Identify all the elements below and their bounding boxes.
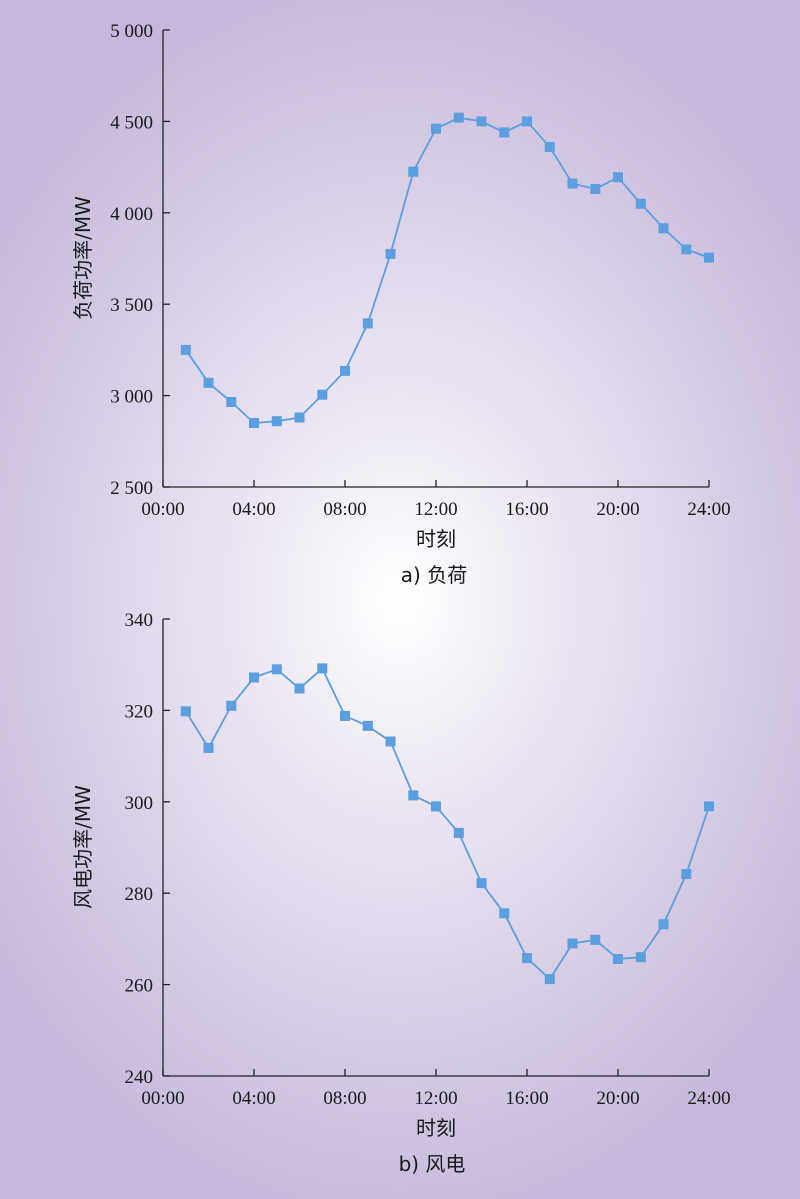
wind-y-ticks: 240 260 280 300 320 340 [125, 610, 170, 1088]
wind-data-point [203, 742, 214, 753]
load-y-tick-label: 3 000 [110, 387, 153, 408]
load-series-line [185, 116, 710, 424]
wind-data-point [408, 790, 419, 801]
load-x-axis-title: 时刻 [416, 527, 456, 551]
load-data-point [226, 397, 237, 407]
load-data-point [635, 198, 646, 209]
load-data-point [567, 178, 578, 189]
load-x-tick-label: 20:00 [596, 499, 639, 520]
load-x-ticks: 00:00 04:00 08:00 12:00 16:00 20:00 24:00 [141, 480, 731, 520]
load-y-tick-label: 4 500 [110, 112, 153, 133]
wind-data-point [681, 869, 692, 879]
load-y-ticks: 2 500 3 000 3 500 4 000 4 500 5 000 [110, 21, 170, 499]
wind-x-tick-label: 16:00 [505, 1088, 548, 1109]
wind-data-point [431, 801, 441, 812]
wind-series-line [185, 666, 710, 981]
wind-x-axis-title: 时刻 [416, 1116, 456, 1140]
wind-data-point [522, 953, 532, 964]
wind-x-tick-label: 24:00 [687, 1088, 730, 1109]
load-data-point [385, 248, 396, 259]
wind-data-point [340, 710, 350, 721]
load-data-point [180, 344, 191, 355]
load-x-tick-label: 08:00 [323, 499, 366, 520]
load-data-point [704, 252, 714, 263]
wind-y-tick-label: 320 [125, 701, 154, 722]
load-data-point [453, 112, 464, 123]
load-x-tick-label: 00:00 [141, 499, 184, 520]
wind-x-tick-label: 12:00 [414, 1088, 457, 1109]
load-x-tick-label: 04:00 [232, 499, 275, 520]
wind-y-tick-label: 300 [125, 793, 154, 814]
load-y-tick-label: 4 000 [110, 204, 153, 225]
load-data-point [362, 318, 373, 329]
wind-x-tick-label: 04:00 [232, 1088, 275, 1109]
wind-data-point [271, 664, 282, 675]
wind-data-point [385, 736, 396, 747]
wind-data-point [476, 878, 487, 889]
wind-data-point [613, 954, 623, 964]
load-y-tick-label: 2 500 [110, 478, 153, 499]
load-x-tick-label: 16:00 [505, 499, 548, 520]
load-x-tick-label: 12:00 [414, 499, 457, 520]
load-y-tick-label: 3 500 [110, 295, 153, 316]
wind-data-point [704, 801, 714, 812]
load-data-point [431, 123, 441, 134]
load-data-point [249, 418, 259, 428]
wind-data-point [180, 706, 191, 717]
load-data-point [340, 365, 350, 376]
wind-x-tick-label: 20:00 [596, 1088, 639, 1109]
wind-y-tick-label: 340 [125, 610, 154, 631]
load-x-tick-label: 24:00 [687, 499, 730, 520]
load-data-point [408, 166, 419, 177]
load-data-point [658, 223, 669, 234]
load-y-axis-title: 负荷功率/MW [71, 196, 95, 320]
wind-caption: b) 风电 [399, 1152, 466, 1176]
load-data-point [476, 116, 487, 127]
wind-data-point [544, 974, 555, 985]
wind-data-point [590, 934, 601, 945]
wind-y-tick-label: 240 [125, 1067, 154, 1088]
wind-data-point [294, 683, 305, 694]
load-series-markers [180, 112, 714, 428]
wind-x-tick-label: 08:00 [323, 1088, 366, 1109]
load-data-point [294, 412, 305, 423]
wind-data-point [635, 952, 646, 963]
wind-y-tick-label: 280 [125, 884, 154, 905]
load-data-point [613, 172, 623, 183]
wind-data-point [226, 700, 237, 711]
wind-data-point [317, 663, 328, 674]
wind-data-point [249, 672, 259, 683]
load-data-point [203, 377, 214, 388]
wind-data-point [567, 938, 578, 949]
wind-y-tick-label: 260 [125, 976, 154, 997]
load-data-point [544, 142, 555, 152]
load-data-point [681, 244, 692, 255]
wind-data-point [658, 919, 669, 930]
wind-x-tick-label: 00:00 [141, 1088, 184, 1109]
wind-chart: 240 260 280 300 320 340 00:00 04:00 08:00 12:00 1… [71, 610, 731, 1176]
wind-x-ticks: 00:00 04:00 08:00 12:00 16:00 20:00 24:00 [141, 1069, 731, 1109]
wind-data-point [453, 827, 464, 838]
wind-series-markers [180, 663, 714, 985]
load-caption: a) 负荷 [401, 563, 467, 587]
wind-data-point [362, 720, 373, 731]
load-y-tick-label: 5 000 [110, 21, 153, 42]
load-data-point [522, 116, 532, 127]
load-data-point [590, 184, 601, 194]
load-chart: 2 500 3 000 3 500 4 000 4 500 5 000 00:00 04:0… [71, 21, 731, 587]
load-data-point [317, 389, 328, 400]
wind-y-axis-title: 风电功率/MW [71, 785, 95, 909]
wind-data-point [499, 908, 510, 919]
load-data-point [271, 416, 282, 427]
load-data-point [499, 127, 510, 138]
